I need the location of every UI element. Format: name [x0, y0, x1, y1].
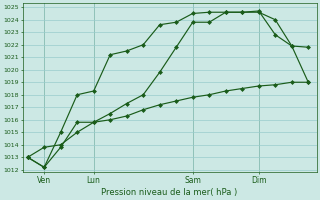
X-axis label: Pression niveau de la mer( hPa ): Pression niveau de la mer( hPa ) [101, 188, 238, 197]
